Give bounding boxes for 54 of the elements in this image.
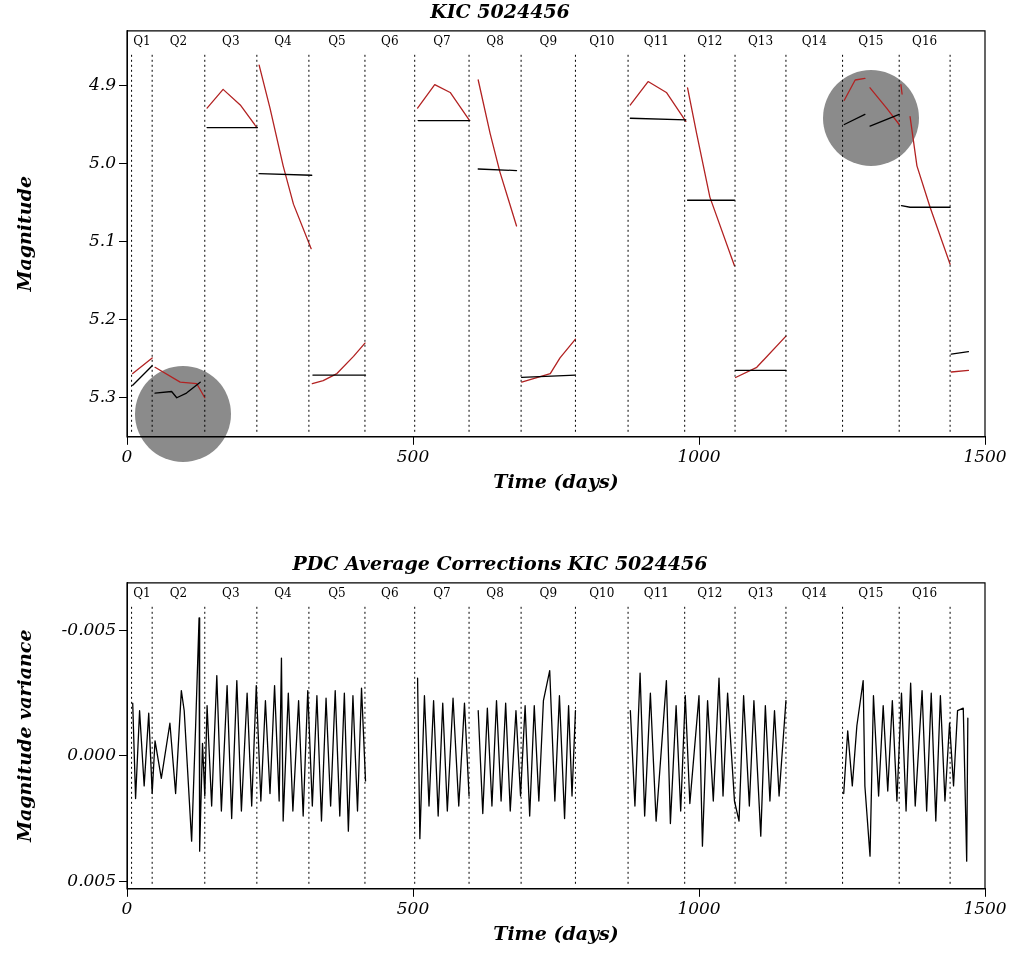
annotation: Q16	[912, 33, 938, 48]
x-tick-label: 500	[396, 446, 430, 467]
annotation: Q8	[486, 585, 504, 600]
y-tick-label: 0.005	[67, 869, 116, 890]
annotation: Q11	[643, 33, 669, 48]
annotation: Q10	[589, 33, 615, 48]
y-tick-label: 0.000	[67, 744, 117, 765]
x-tick-label: 0	[121, 446, 133, 467]
annotation: Q7	[433, 33, 451, 48]
y-tick-label: 4.9	[87, 73, 117, 94]
annotation: Q15	[858, 33, 884, 48]
x-axis-title: Time (days)	[493, 921, 619, 944]
annotation: Q8	[486, 33, 504, 48]
y-tick-label: -0.005	[61, 618, 116, 639]
annotation: Q13	[747, 33, 774, 48]
y-axis-title: Magnitude	[13, 175, 36, 293]
annotation: Q12	[697, 585, 723, 600]
annotation: Q7	[433, 585, 451, 600]
x-tick-label: 500	[396, 898, 430, 919]
x-tick-label: 1000	[677, 446, 721, 467]
annotation: Q3	[222, 585, 240, 600]
annotation: Q13	[747, 585, 774, 600]
chart-title: KIC 5024456	[429, 0, 570, 23]
annotation: Q14	[801, 33, 828, 48]
annotation: Q12	[697, 33, 723, 48]
y-tick-label: 5.0	[88, 151, 117, 172]
annotation: Q15	[858, 585, 884, 600]
annotation: Q6	[381, 33, 399, 48]
annotation: Q6	[381, 585, 399, 600]
annotation: Q2	[169, 33, 188, 48]
y-axis-title: Magnitude variance	[13, 629, 36, 844]
annotation: Q1	[133, 33, 151, 48]
annotation: Q16	[912, 585, 938, 600]
x-tick-label: 1500	[963, 446, 1007, 467]
annotation: Q2	[169, 585, 188, 600]
y-tick-label: 5.2	[88, 308, 116, 329]
annotation: Q5	[328, 585, 346, 600]
x-axis-title: Time (days)	[493, 469, 619, 492]
annotation: Q9	[539, 585, 558, 600]
annotation: Q1	[133, 585, 151, 600]
y-tick-label: 5.1	[88, 230, 116, 251]
annotation: Q4	[274, 33, 292, 48]
y-tick-label: 5.3	[88, 386, 116, 407]
annotation: Q3	[222, 33, 240, 48]
annotation: Q10	[589, 585, 615, 600]
annotation: Q9	[539, 33, 558, 48]
x-tick-label: 0	[121, 898, 133, 919]
annotation: Q4	[274, 585, 292, 600]
chart-title: PDC Average Corrections KIC 5024456	[291, 552, 708, 575]
annotation: Q11	[643, 585, 669, 600]
annotation: Q14	[801, 585, 828, 600]
x-tick-label: 1500	[963, 898, 1007, 919]
x-tick-label: 1000	[677, 898, 721, 919]
annotation: Q5	[328, 33, 346, 48]
